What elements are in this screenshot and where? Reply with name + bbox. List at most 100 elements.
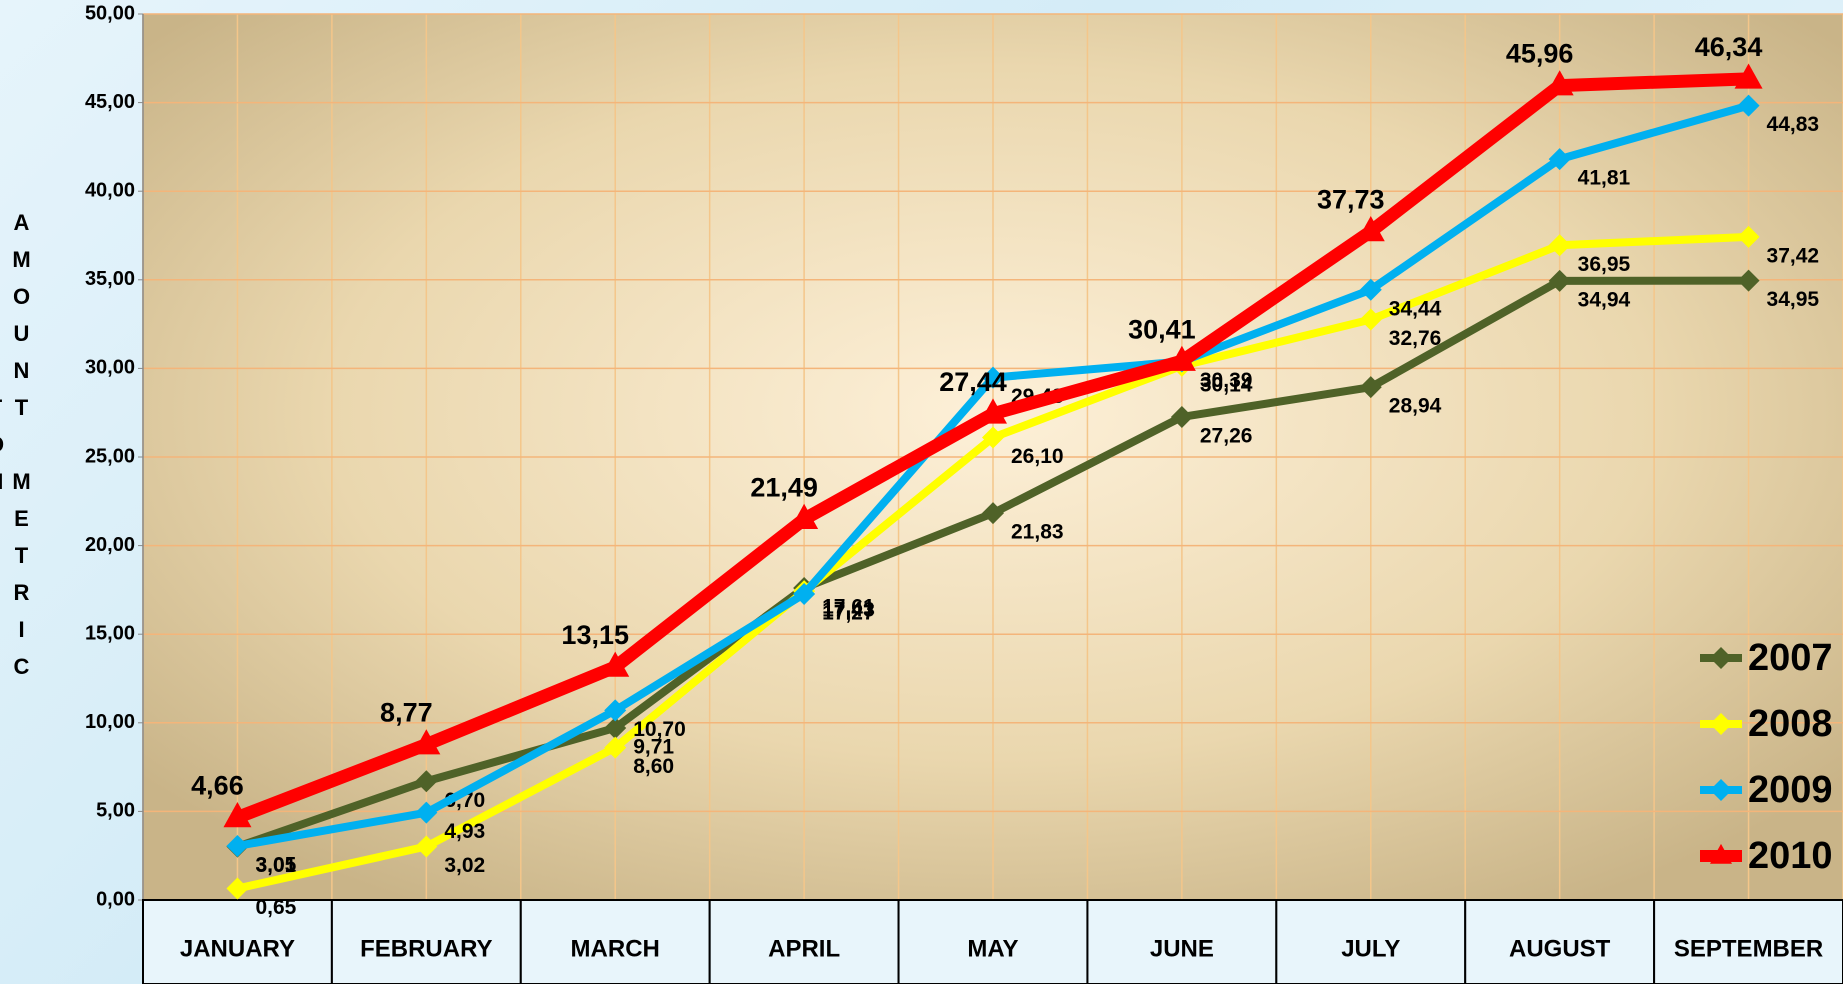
category-cell bbox=[897, 899, 1089, 984]
data-label: 34,95 bbox=[1767, 288, 1820, 311]
marker bbox=[1737, 94, 1760, 117]
x-tick-label: FEBRUARY bbox=[360, 935, 492, 962]
data-label: 0,65 bbox=[255, 896, 296, 919]
category-cell bbox=[1086, 899, 1278, 984]
marker bbox=[979, 398, 1007, 424]
marker bbox=[1359, 376, 1382, 399]
category-cell bbox=[1653, 899, 1843, 984]
x-tick-label: JULY bbox=[1341, 935, 1400, 962]
marker bbox=[415, 801, 438, 824]
data-label: 30,41 bbox=[1128, 314, 1196, 344]
x-tick-label: AUGUST bbox=[1509, 935, 1611, 962]
data-label: 30,39 bbox=[1200, 369, 1253, 392]
marker bbox=[412, 729, 441, 755]
legend-label: 2007 bbox=[1748, 637, 1833, 679]
marker bbox=[601, 651, 630, 677]
marker bbox=[1548, 234, 1571, 257]
data-label: 17,27 bbox=[822, 602, 875, 625]
marker bbox=[226, 834, 249, 857]
y-tick-label: 40,00 bbox=[85, 179, 135, 201]
category-cell bbox=[1464, 899, 1656, 984]
data-label: 36,95 bbox=[1578, 253, 1631, 276]
data-label: 45,96 bbox=[1506, 39, 1574, 69]
data-label: 41,81 bbox=[1578, 167, 1631, 190]
marker bbox=[982, 426, 1004, 449]
marker bbox=[982, 502, 1004, 525]
data-label: 17,61 bbox=[822, 595, 875, 618]
y-tick-label: 25,00 bbox=[85, 445, 135, 467]
x-tick-label: MARCH bbox=[571, 935, 660, 962]
data-label: 8,77 bbox=[380, 698, 433, 728]
data-label: 8,60 bbox=[633, 755, 674, 778]
category-cell bbox=[330, 899, 522, 984]
data-label: 10,70 bbox=[633, 718, 686, 741]
marker bbox=[1545, 70, 1574, 96]
legend-label: 2010 bbox=[1748, 835, 1833, 877]
data-label: 21,49 bbox=[750, 472, 818, 502]
marker bbox=[604, 699, 627, 722]
legend-label: 2009 bbox=[1748, 769, 1833, 811]
category-cell bbox=[708, 899, 900, 984]
data-label: 34,44 bbox=[1389, 297, 1442, 320]
marker bbox=[226, 877, 249, 900]
marker bbox=[790, 503, 819, 529]
y-axis-label: AMOUNT METRIC TON bbox=[0, 209, 34, 691]
marker bbox=[1710, 843, 1732, 864]
marker bbox=[1737, 225, 1760, 248]
x-tick-label: JUNE bbox=[1150, 935, 1214, 962]
data-label: 9,71 bbox=[633, 735, 674, 758]
category-cell bbox=[1275, 899, 1467, 984]
marker bbox=[1359, 278, 1382, 301]
marker bbox=[1359, 308, 1382, 331]
marker bbox=[415, 835, 438, 858]
y-tick-label: 5,00 bbox=[96, 800, 135, 822]
marker bbox=[415, 770, 438, 793]
data-label: 34,94 bbox=[1578, 288, 1631, 311]
x-tick-label: SEPTEMBER bbox=[1674, 935, 1823, 962]
data-label: 37,73 bbox=[1317, 185, 1385, 215]
marker bbox=[1710, 647, 1732, 669]
data-label: 3,05 bbox=[255, 854, 296, 877]
data-label: 28,94 bbox=[1389, 395, 1442, 418]
y-tick-label: 20,00 bbox=[85, 534, 135, 556]
y-tick-label: 35,00 bbox=[85, 268, 135, 290]
marker bbox=[1737, 269, 1760, 292]
y-tick-label: 15,00 bbox=[85, 622, 135, 644]
marker bbox=[1734, 63, 1763, 89]
data-label: 17,43 bbox=[822, 599, 875, 622]
y-tick-label: 0,00 bbox=[96, 888, 135, 910]
data-label: 46,34 bbox=[1695, 32, 1763, 62]
data-label: 4,93 bbox=[444, 820, 485, 843]
data-label: 30,14 bbox=[1200, 373, 1253, 396]
y-tick-label: 50,00 bbox=[85, 2, 135, 24]
marker bbox=[1548, 148, 1571, 171]
marker bbox=[1167, 345, 1196, 371]
marker bbox=[1170, 405, 1193, 428]
x-tick-label: APRIL bbox=[768, 935, 840, 962]
marker bbox=[604, 736, 627, 759]
marker bbox=[1356, 216, 1385, 242]
marker bbox=[604, 716, 627, 739]
data-label: 37,42 bbox=[1767, 244, 1820, 267]
marker bbox=[1548, 269, 1571, 292]
marker bbox=[1710, 713, 1732, 735]
data-label: 21,83 bbox=[1011, 521, 1064, 544]
y-tick-label: 30,00 bbox=[85, 357, 135, 379]
x-tick-label: JANUARY bbox=[180, 935, 295, 962]
legend-label: 2008 bbox=[1748, 703, 1833, 745]
category-cell bbox=[519, 899, 711, 984]
category-cell bbox=[142, 899, 333, 984]
data-label: 27,26 bbox=[1200, 424, 1253, 447]
marker bbox=[793, 582, 816, 605]
y-tick-label: 45,00 bbox=[85, 91, 135, 113]
marker bbox=[223, 802, 252, 828]
data-label: 13,15 bbox=[561, 620, 629, 650]
data-label: 3,02 bbox=[444, 854, 485, 877]
marker bbox=[982, 366, 1004, 389]
x-tick-label: MAY bbox=[967, 935, 1018, 962]
marker bbox=[1710, 779, 1732, 801]
y-tick-label: 10,00 bbox=[85, 711, 135, 733]
data-label: 26,10 bbox=[1011, 445, 1064, 468]
